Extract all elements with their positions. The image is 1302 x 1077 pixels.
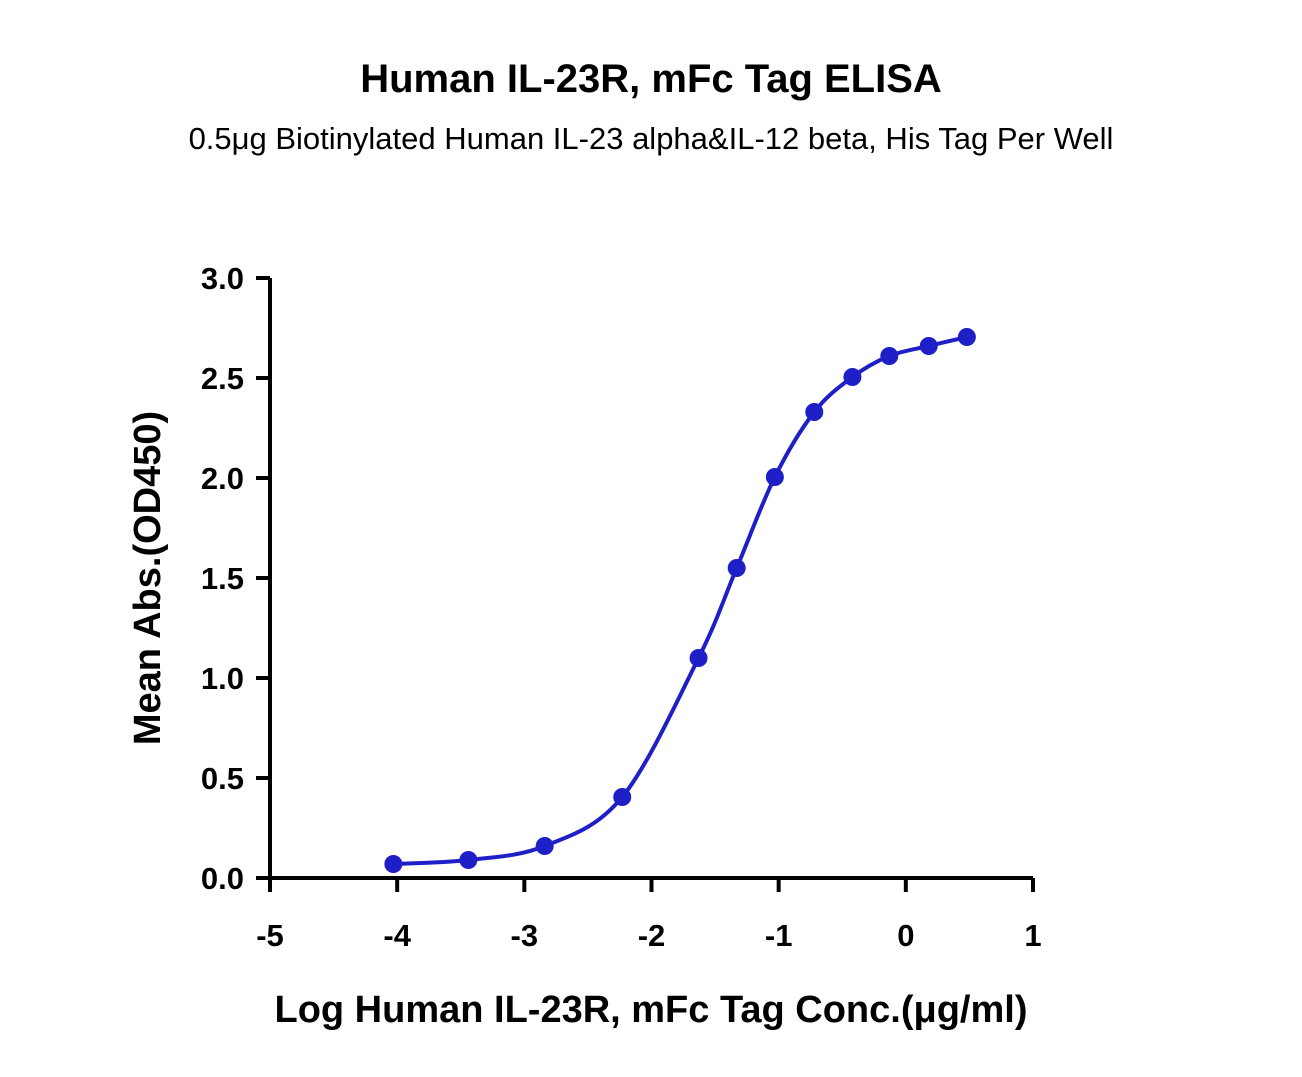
x-tick-label: -4 [383,918,411,953]
x-tick-label: -3 [511,918,539,953]
data-point [535,837,554,855]
data-point [613,788,632,806]
data-point [919,337,938,355]
x-tick-label: 1 [1024,918,1041,953]
data-point [880,347,899,365]
x-tick-label: -1 [765,918,793,953]
data-point [459,851,478,869]
y-tick-label: 2.5 [201,361,244,396]
data-point [957,328,976,346]
data-point [805,403,824,421]
data-point [384,855,403,873]
x-tick-label: -5 [256,918,284,953]
data-point [727,559,746,577]
y-tick-label: 1.0 [201,661,244,696]
chart-subtitle: 0.5μg Biotinylated Human IL-23 alpha&IL-… [189,121,1114,156]
data-point [689,649,708,667]
y-tick-label: 1.5 [201,561,244,596]
x-tick-label: -2 [638,918,666,953]
chart-title: Human IL-23R, mFc Tag ELISA [360,57,942,101]
x-axis-label: Log Human IL-23R, mFc Tag Conc.(μg/ml) [274,989,1027,1031]
y-tick-label: 3.0 [201,261,244,296]
y-axis-label: Mean Abs.(OD450) [127,411,169,745]
y-tick-label: 0.5 [201,761,244,796]
x-tick-label: 0 [897,918,914,953]
y-tick-label: 0.0 [201,861,244,896]
data-point [765,468,784,486]
data-point [843,368,862,386]
y-tick-label: 2.0 [201,461,244,496]
series-curve [393,335,968,866]
